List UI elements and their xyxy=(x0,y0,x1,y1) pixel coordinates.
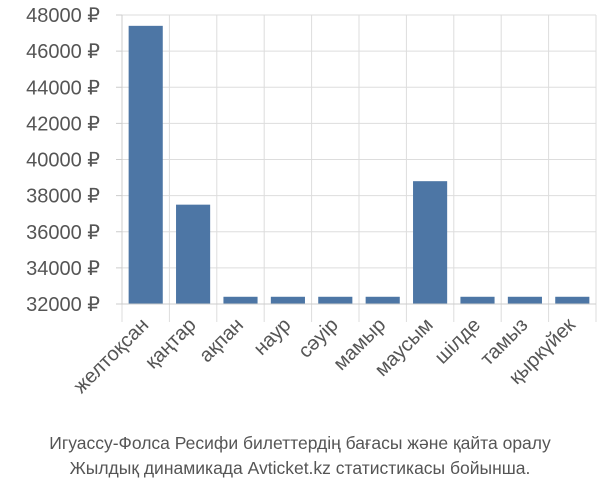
bars xyxy=(128,25,590,305)
y-tick-labels: 32000 ₽ 34000 ₽ 36000 ₽ 38000 ₽ 40000 ₽ 42000… xyxy=(26,5,100,316)
bar xyxy=(413,181,448,304)
bar xyxy=(128,25,163,305)
y-tick-label: 48000 ₽ xyxy=(26,5,100,27)
y-tick-label: 44000 ₽ xyxy=(26,77,100,99)
bar xyxy=(460,296,495,304)
bar xyxy=(270,296,305,304)
bar xyxy=(555,296,590,304)
y-tick-label: 46000 ₽ xyxy=(26,41,100,63)
x-tick-label: наур xyxy=(250,314,296,360)
y-tick-label: 32000 ₽ xyxy=(26,294,100,316)
x-tick-label: шілде xyxy=(431,314,485,368)
y-tick-label: 36000 ₽ xyxy=(26,222,100,244)
x-tick-label: ақпан xyxy=(195,314,248,367)
bar xyxy=(318,296,353,304)
axes xyxy=(116,14,596,305)
x-tick-label: желтоқсан xyxy=(69,314,153,398)
grid-lines xyxy=(121,14,597,322)
bar xyxy=(365,296,400,304)
bar xyxy=(223,296,258,304)
y-tick-label: 34000 ₽ xyxy=(26,258,100,280)
x-tick-label: қаңтар xyxy=(141,314,200,373)
y-tick-label: 38000 ₽ xyxy=(26,186,100,208)
bar xyxy=(176,204,211,304)
caption-line-1: Игуассу-Фолса Ресифи билеттердің бағасы … xyxy=(49,433,551,453)
y-tick-label: 40000 ₽ xyxy=(26,150,100,172)
bar xyxy=(507,296,542,304)
caption-line-2: Жылдық динамикада Avticket.kz статистика… xyxy=(69,458,531,478)
bar-chart: 32000 ₽ 34000 ₽ 36000 ₽ 38000 ₽ 40000 ₽ 42000… xyxy=(26,5,597,398)
y-tick-label: 42000 ₽ xyxy=(26,113,100,135)
